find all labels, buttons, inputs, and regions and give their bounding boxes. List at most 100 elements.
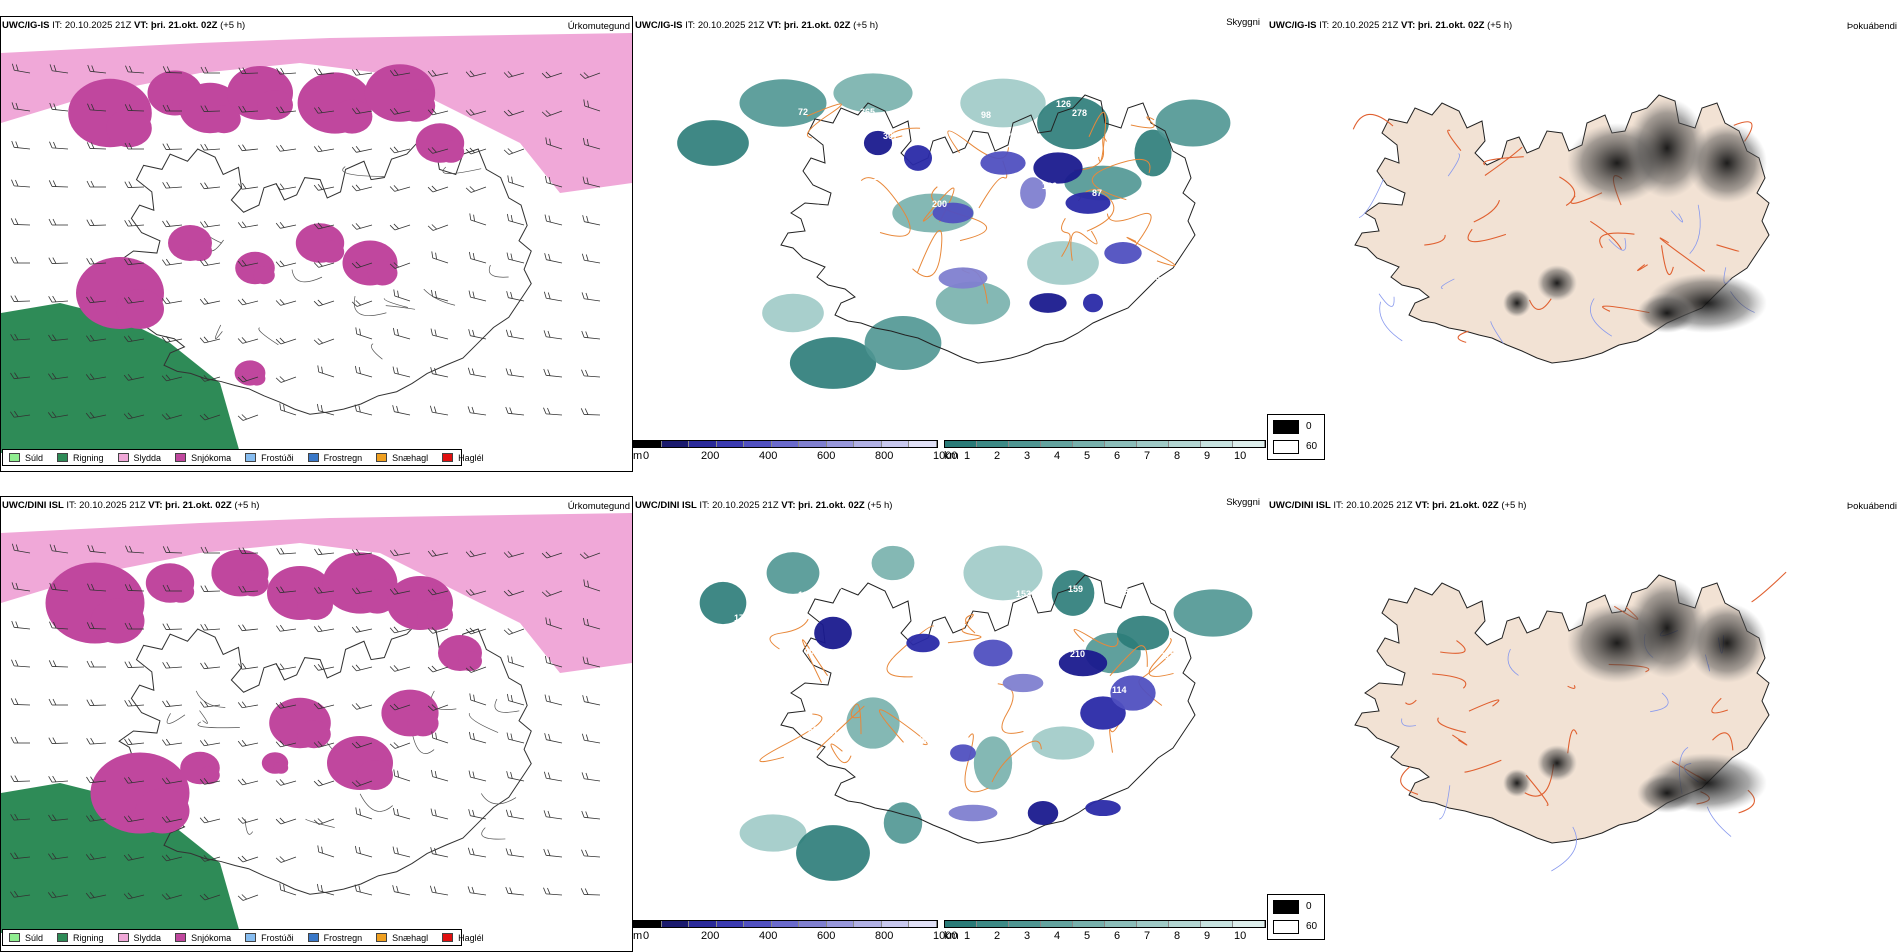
cloud-base-value: 213 bbox=[1160, 651, 1175, 661]
legend-item: Snjókoma bbox=[175, 933, 231, 943]
legend-swatch bbox=[57, 933, 69, 942]
cloud-base-value: 223 bbox=[772, 679, 787, 689]
cloud-base-value: 87 bbox=[747, 731, 757, 741]
colorbar-step bbox=[689, 441, 717, 447]
colorbar-step bbox=[771, 441, 800, 447]
cloud-base-value: 134 bbox=[1001, 128, 1016, 138]
colorbar-step bbox=[909, 441, 938, 447]
colorbar-step bbox=[744, 921, 772, 927]
visibility-panel: UWC/DINI ISL IT: 20.10.2025 21Z VT: þri.… bbox=[633, 488, 1266, 948]
colorbar-step bbox=[945, 441, 977, 447]
vis-bar-tick: 10 bbox=[1234, 930, 1247, 942]
fog-panel: UWC/DINI ISL IT: 20.10.2025 21Z VT: þri.… bbox=[1267, 488, 1900, 948]
legend-label: Frostúði bbox=[261, 452, 294, 463]
fog-legend-swatch bbox=[1273, 440, 1299, 454]
vis-bar-tick: 8 bbox=[1174, 930, 1181, 942]
colorbar-step bbox=[661, 441, 690, 447]
legend-swatch bbox=[175, 933, 187, 942]
cloud-bar-tick: 1000 bbox=[933, 930, 958, 942]
cloud-base-value: 178 bbox=[782, 184, 797, 194]
colorbar-step bbox=[1073, 441, 1105, 447]
fog-header: UWC/IG-IS IT: 20.10.2025 21Z VT: þri. 21… bbox=[1269, 20, 1513, 31]
legend-item: Haglél bbox=[442, 453, 484, 463]
fog-legend: 0 60 bbox=[1267, 894, 1325, 940]
precip-panel: UWC/DINI ISL IT: 20.10.2025 21Z VT: þri.… bbox=[0, 488, 633, 952]
cloud-base-value: 153 bbox=[1016, 589, 1031, 599]
visibility-header: UWC/DINI ISL IT: 20.10.2025 21Z VT: þri.… bbox=[635, 500, 893, 511]
legend-swatch bbox=[307, 453, 319, 462]
colorbar-step bbox=[1009, 921, 1041, 927]
visibility-header: UWC/IG-IS IT: 20.10.2025 21Z VT: þri. 21… bbox=[635, 20, 879, 31]
precip-header: UWC/DINI ISL IT: 20.10.2025 21Z VT: þri.… bbox=[2, 500, 260, 511]
fog-legend-label: 60 bbox=[1306, 441, 1318, 452]
vis-bar-tick: 2 bbox=[994, 930, 1001, 942]
colorbar-step bbox=[826, 921, 855, 927]
cloud-base-value: 591 bbox=[917, 735, 932, 745]
cloud-base-value: 107 bbox=[831, 267, 846, 277]
cloud-base-value: 136 bbox=[1042, 181, 1057, 191]
vis-bar-tick: 6 bbox=[1114, 930, 1121, 942]
precip-title: Úrkomutegund bbox=[567, 501, 630, 512]
cloud-base-value: 307 bbox=[883, 131, 898, 141]
cloud-base-value: 163 bbox=[873, 172, 888, 182]
precip-map bbox=[1, 33, 632, 454]
fog-header: UWC/DINI ISL IT: 20.10.2025 21Z VT: þri.… bbox=[1269, 500, 1527, 511]
cloud-base-value: 168 bbox=[835, 128, 850, 138]
legend-swatch bbox=[175, 453, 187, 462]
precip-map bbox=[1, 513, 632, 934]
cloud-base-value: 426 bbox=[925, 581, 940, 591]
cloud-base-value: 200 bbox=[932, 199, 947, 209]
legend-label: Frostúði bbox=[261, 932, 294, 943]
cloud-base-value: 94 bbox=[1055, 187, 1065, 197]
precip-legend: Súld Rigning Slydda Snjókoma Frostúði Frostre… bbox=[2, 929, 484, 946]
vis-bar-tick: 9 bbox=[1204, 450, 1211, 462]
colorbar-step bbox=[826, 441, 855, 447]
cloud-base-value: 40 bbox=[883, 607, 893, 617]
cloud-base-value: 25 bbox=[944, 672, 954, 682]
cloud-bar-tick: 800 bbox=[875, 450, 894, 462]
cloud-base-value: 132 bbox=[1131, 111, 1146, 121]
cloud-bar-tick: 600 bbox=[817, 930, 836, 942]
legend-item: Frostúði bbox=[245, 933, 294, 943]
cloud-base-value: 306 bbox=[833, 197, 848, 207]
legend-swatch bbox=[442, 933, 454, 942]
cloud-base-value: 53 bbox=[849, 599, 859, 609]
fog-legend-swatch bbox=[1273, 900, 1299, 914]
legend-item: Snæhagl bbox=[376, 453, 428, 463]
precip-legend: Súld Rigning Slydda Snjókoma Frostúði Frostre… bbox=[2, 449, 484, 466]
cloud-base-value: 123 bbox=[827, 581, 842, 591]
cloud-bar-tick: 400 bbox=[759, 930, 778, 942]
cloud-base-value: 72 bbox=[1141, 174, 1151, 184]
legend-item: Slydda bbox=[117, 453, 161, 463]
cloud-base-value: 19 bbox=[1009, 661, 1019, 671]
cloud-base-value: 225 bbox=[993, 196, 1008, 206]
legend-swatch bbox=[117, 453, 129, 462]
colorbar-step bbox=[1169, 441, 1201, 447]
visibility-colorbar: km 1 2 3 4 5 6 7 8 9 10 bbox=[944, 440, 1266, 468]
cloud-bar-tick: 200 bbox=[701, 450, 720, 462]
legend-item: Frostregn bbox=[307, 933, 362, 943]
vis-bar-tick: 6 bbox=[1114, 450, 1121, 462]
vis-bar-tick: 3 bbox=[1024, 450, 1031, 462]
legend-swatch bbox=[245, 453, 257, 462]
legend-label: Súld bbox=[25, 932, 44, 943]
cloud-base-value: 42 bbox=[977, 612, 987, 622]
fog-title: Þokuábendi bbox=[1846, 501, 1897, 512]
colorbar-step bbox=[689, 921, 717, 927]
colorbar-step bbox=[945, 921, 977, 927]
cloud-base-colorbar: m 0 200 400 600 800 1000 bbox=[633, 440, 957, 468]
legend-label: Snjókoma bbox=[191, 452, 232, 463]
cloud-base-value: 147 bbox=[911, 241, 926, 251]
cloud-bar-tick: 1000 bbox=[933, 450, 958, 462]
legend-swatch bbox=[9, 933, 20, 942]
cloud-base-value: 149 bbox=[792, 272, 807, 282]
cloud-bar-tick: 800 bbox=[875, 930, 894, 942]
cloud-bar-tick: 200 bbox=[701, 930, 720, 942]
cloud-base-value: 210 bbox=[758, 126, 773, 136]
vis-bar-tick: 9 bbox=[1204, 930, 1211, 942]
visibility-title: Skyggni bbox=[1226, 497, 1260, 508]
legend-label: Haglél bbox=[458, 932, 484, 943]
legend-item: Snæhagl bbox=[376, 933, 428, 943]
cloud-bar-tick: 0 bbox=[643, 930, 650, 942]
